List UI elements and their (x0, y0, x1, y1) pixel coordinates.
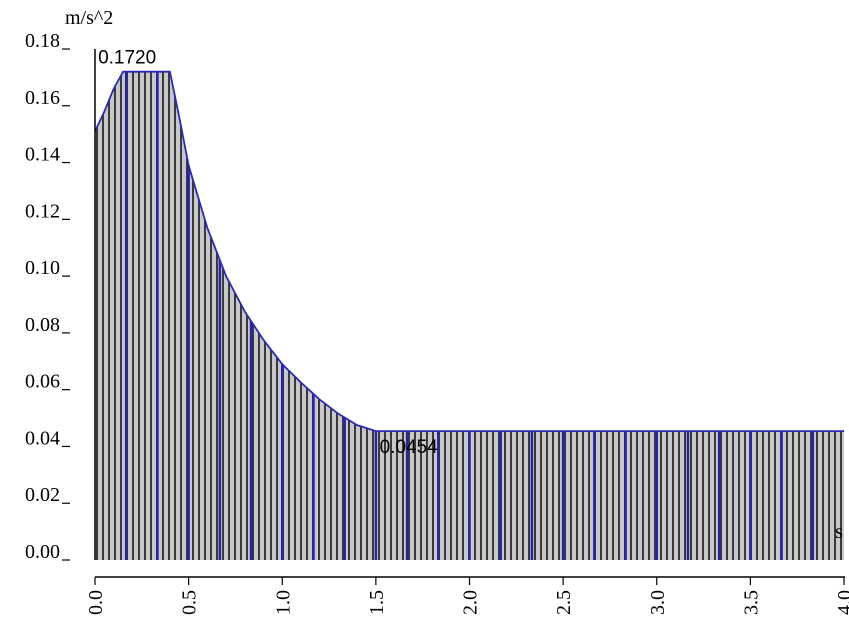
x-unit-label: s (835, 521, 843, 543)
y-tick-label: 0.12 (25, 200, 60, 222)
y-unit-label: m/s^2 (65, 7, 113, 29)
x-tick-label: 1.5 (366, 590, 388, 615)
x-tick-label: 2.0 (460, 590, 482, 615)
series-line-layer (94, 70, 844, 433)
x-tick-label: 4.0 (834, 590, 849, 615)
x-tick-label: 3.5 (740, 590, 762, 615)
annotation-label: 0.0454 (380, 437, 439, 458)
annotations: 0.1720 0.0454 (98, 48, 438, 458)
y-tick-label: 0.18 (25, 30, 60, 52)
y-tick-label: 0.10 (25, 257, 60, 279)
y-tick-label: 0.00 (25, 541, 60, 563)
y-ticks: 0.18 0.16 0.14 0.12 0.10 0.08 0.06 0.04 0.02 0.00 (25, 30, 70, 563)
x-tick-label: 0.0 (85, 590, 107, 615)
x-tick-label: 0.5 (179, 590, 201, 615)
x-ticks: 0.0 0.5 1.0 1.5 2.0 2.5 3.0 3.5 4.0 (85, 577, 849, 615)
x-tick-label: 2.5 (553, 590, 575, 615)
series-line (94, 70, 844, 433)
y-tick-label: 0.14 (25, 144, 60, 166)
x-tick-label: 1.0 (272, 590, 294, 615)
annotation-label: 0.1720 (98, 48, 156, 69)
y-tick-label: 0.06 (25, 371, 60, 393)
y-tick-label: 0.08 (25, 314, 60, 336)
y-tick-label: 0.16 (25, 87, 60, 109)
band-layer (124, 71, 815, 560)
y-tick-label: 0.02 (25, 484, 60, 506)
y-tick-label: 0.04 (25, 427, 60, 449)
x-tick-label: 3.0 (647, 590, 669, 615)
